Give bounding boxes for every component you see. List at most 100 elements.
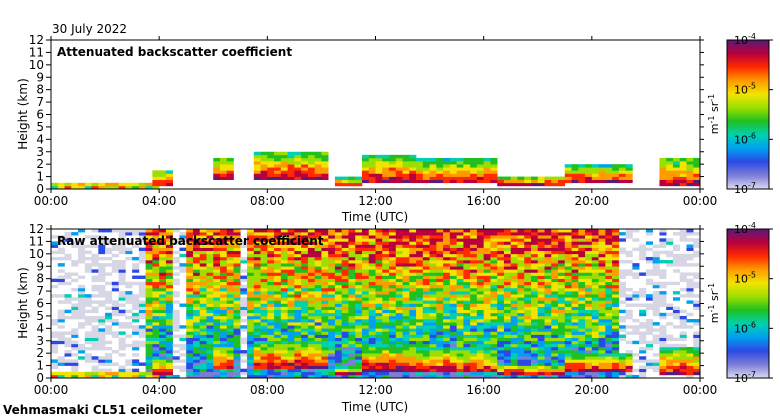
heatmap-cell bbox=[226, 287, 234, 292]
heatmap-cell bbox=[530, 275, 539, 279]
heatmap-cell bbox=[598, 315, 606, 320]
heatmap-cell bbox=[213, 278, 221, 283]
heatmap-cell bbox=[652, 253, 660, 258]
heatmap-cell bbox=[159, 241, 167, 245]
heatmap-cell bbox=[118, 269, 126, 273]
heatmap-cell bbox=[294, 312, 302, 317]
heatmap-cell bbox=[456, 173, 464, 177]
heatmap-cell bbox=[483, 319, 491, 323]
heatmap-cell bbox=[64, 300, 72, 304]
heatmap-cell bbox=[585, 356, 593, 360]
heatmap-cell bbox=[375, 362, 383, 366]
heatmap-cell bbox=[321, 272, 329, 276]
heatmap-cell bbox=[429, 164, 437, 168]
heatmap-cell bbox=[361, 322, 370, 326]
heatmap-cell bbox=[530, 371, 539, 376]
heatmap-cell bbox=[321, 319, 329, 323]
heatmap-cell bbox=[172, 256, 180, 261]
heatmap-cell bbox=[497, 275, 505, 279]
heatmap-cell bbox=[659, 167, 667, 171]
heatmap-cell bbox=[307, 350, 315, 354]
heatmap-cell bbox=[544, 247, 552, 252]
heatmap-cell bbox=[267, 359, 275, 363]
heatmap-cell bbox=[280, 374, 288, 379]
heatmap-cell bbox=[253, 297, 261, 301]
heatmap-cell bbox=[429, 350, 437, 354]
heatmap-cell bbox=[206, 244, 214, 248]
heatmap-cell bbox=[91, 346, 99, 351]
heatmap-cell bbox=[598, 334, 606, 338]
heatmap-cell bbox=[382, 343, 390, 348]
heatmap-cell bbox=[558, 235, 566, 239]
heatmap-cell bbox=[652, 291, 660, 295]
heatmap-cell bbox=[537, 291, 545, 295]
heatmap-cell bbox=[206, 365, 214, 369]
heatmap-cell bbox=[605, 269, 613, 273]
heatmap-cell bbox=[436, 241, 444, 245]
heatmap-cell bbox=[213, 353, 221, 357]
heatmap-cell bbox=[645, 346, 653, 351]
heatmap-cell bbox=[497, 309, 505, 314]
heatmap-cell bbox=[429, 176, 437, 180]
heatmap-cell bbox=[361, 154, 370, 159]
heatmap-cell bbox=[612, 353, 620, 357]
heatmap-cell bbox=[375, 266, 383, 270]
heatmap-cell bbox=[612, 343, 620, 348]
heatmap-cell bbox=[530, 328, 539, 332]
heatmap-cell bbox=[328, 235, 336, 239]
heatmap-cell bbox=[490, 235, 498, 239]
heatmap-cell bbox=[470, 300, 478, 304]
heatmap-cell bbox=[159, 319, 167, 323]
heatmap-cell bbox=[612, 325, 620, 329]
heatmap-cell bbox=[341, 176, 349, 180]
heatmap-cell bbox=[247, 244, 255, 248]
heatmap-cell bbox=[537, 300, 545, 304]
heatmap-cell bbox=[571, 346, 579, 351]
heatmap-cell bbox=[686, 353, 694, 357]
heatmap-cell bbox=[206, 300, 214, 304]
heatmap-cell bbox=[294, 244, 302, 248]
heatmap-cell bbox=[199, 374, 207, 379]
heatmap-cell bbox=[355, 300, 363, 304]
heatmap-cell bbox=[517, 179, 525, 184]
heatmap-cell bbox=[530, 247, 539, 252]
y-tick-label: 4 bbox=[36, 321, 44, 335]
heatmap-cell bbox=[476, 309, 484, 314]
heatmap-cell bbox=[544, 325, 552, 329]
heatmap-cell bbox=[564, 179, 572, 184]
heatmap-cell bbox=[591, 343, 599, 348]
heatmap-cell bbox=[213, 312, 221, 317]
heatmap-cell bbox=[503, 300, 512, 304]
heatmap-cell bbox=[118, 340, 126, 345]
heatmap-cell bbox=[294, 151, 302, 156]
heatmap-cell bbox=[402, 291, 410, 295]
heatmap-cell bbox=[165, 334, 173, 338]
heatmap-cell bbox=[693, 250, 701, 255]
heatmap-cell bbox=[530, 179, 539, 184]
heatmap-cell bbox=[51, 331, 59, 335]
heatmap-cell bbox=[301, 253, 309, 258]
heatmap-cell bbox=[280, 170, 288, 174]
heatmap-cell bbox=[612, 322, 620, 326]
heatmap-cell bbox=[274, 253, 282, 258]
heatmap-cell bbox=[321, 343, 329, 348]
heatmap-cell bbox=[564, 269, 572, 273]
heatmap-cell bbox=[598, 241, 606, 245]
heatmap-cell bbox=[328, 253, 336, 258]
heatmap-cell bbox=[91, 325, 99, 329]
heatmap-cell bbox=[280, 350, 288, 354]
heatmap-cell bbox=[226, 325, 234, 329]
heatmap-cell bbox=[233, 315, 241, 320]
heatmap-cell bbox=[571, 368, 579, 373]
heatmap-cell bbox=[192, 319, 201, 323]
heatmap-cell bbox=[436, 350, 444, 354]
heatmap-cell bbox=[314, 340, 322, 345]
heatmap-cell bbox=[524, 256, 532, 261]
heatmap-cell bbox=[247, 346, 255, 351]
heatmap-cell bbox=[233, 247, 241, 252]
heatmap-cell bbox=[578, 356, 586, 360]
heatmap-cell bbox=[355, 238, 363, 242]
heatmap-cell bbox=[598, 297, 606, 301]
heatmap-cell bbox=[98, 315, 106, 320]
heatmap-cell bbox=[503, 319, 512, 323]
